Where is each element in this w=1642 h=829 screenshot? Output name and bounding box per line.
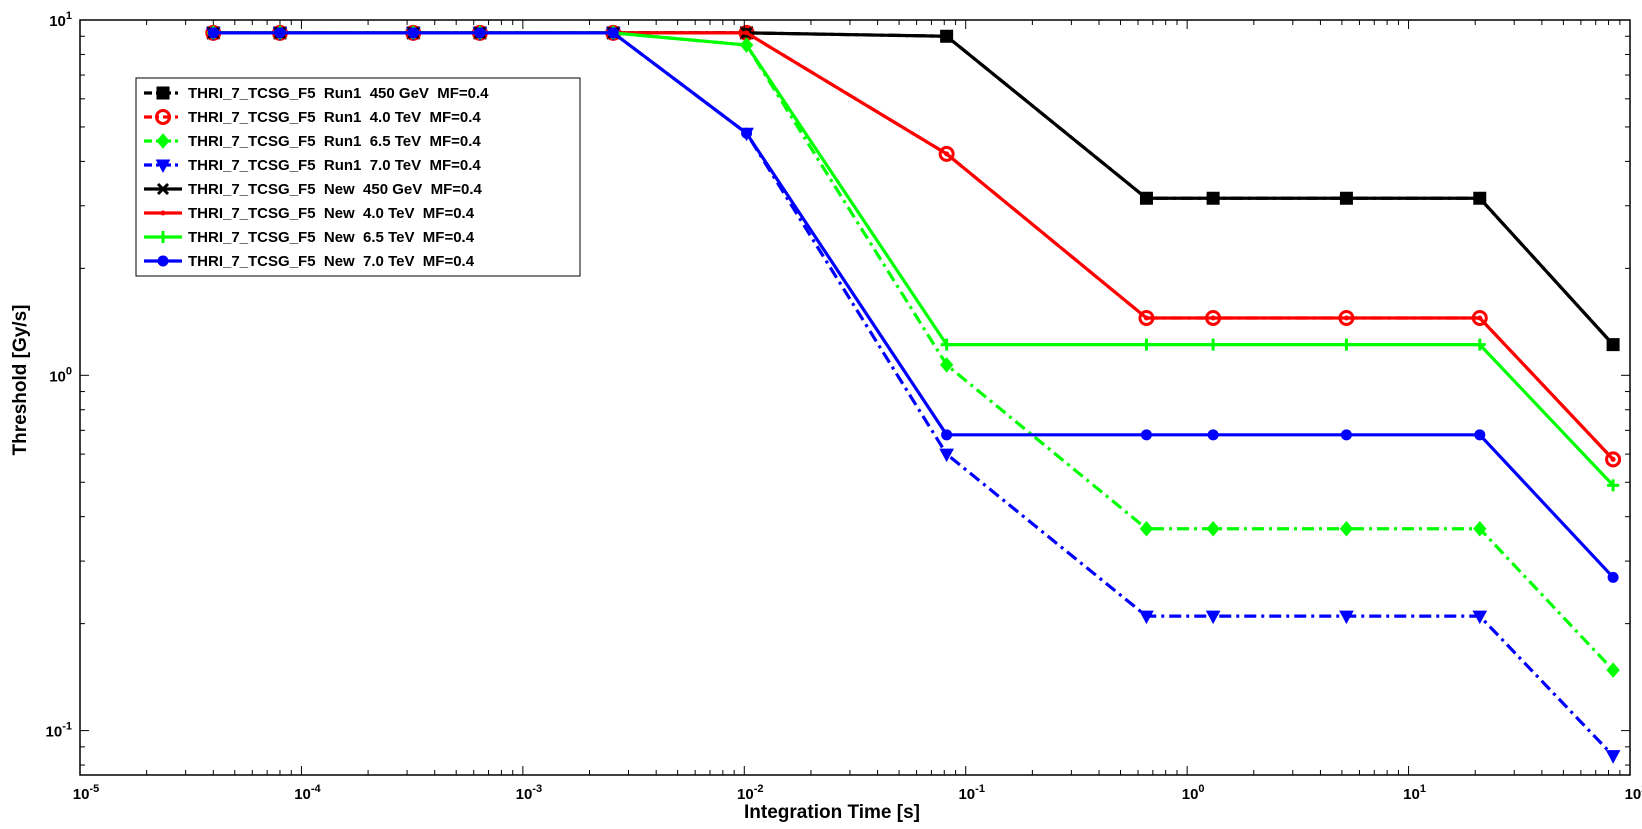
legend-box — [135, 77, 581, 277]
series-8-point-6 — [741, 127, 753, 139]
legend: THRI_7_TCSG_F5 Run1 450 GeV MF=0.4 THRI_7… — [135, 77, 581, 277]
series-8-point-5 — [607, 27, 619, 39]
legend-label-6: THRI_7_TCSG_F5 New 4.0 TeV MF=0.4 — [188, 205, 475, 222]
axes-frame — [79, 19, 1631, 776]
y-axis-label: Threshold [Gy/s] — [10, 305, 31, 456]
series-6-point-12 — [1610, 456, 1616, 462]
x-tick-label-1: 10-5 — [73, 783, 99, 803]
legend-label-3: THRI_7_TCSG_F5 Run1 6.5 TeV MF=0.4 — [188, 133, 481, 150]
series-2-point-12 — [1605, 451, 1622, 468]
legend-item-8: THRI_7_TCSG_F5 New 7.0 TeV MF=0.4 — [144, 253, 475, 270]
series-7-point-7 — [940, 338, 953, 351]
legend-label-1: THRI_7_TCSG_F5 Run1 450 GeV MF=0.4 — [188, 85, 489, 102]
legend-marker-3 — [156, 133, 170, 149]
axes-layer: 10-5 10-4 10-3 10-2 10-1 100 101 102 10-1 100 101 — [46, 10, 1642, 803]
series-4-point-12 — [1605, 750, 1621, 764]
series-6-point-7 — [944, 151, 950, 157]
y-tick-label-3: 101 — [49, 10, 72, 30]
series-6-point-6 — [744, 30, 750, 36]
series-3-point-10 — [1339, 520, 1354, 537]
legend-marker-5 — [156, 182, 170, 196]
legend-item-1: THRI_7_TCSG_F5 Run1 450 GeV MF=0.4 — [144, 85, 489, 102]
x-tick-label-2: 10-4 — [294, 783, 321, 803]
series-5-point-11 — [1473, 192, 1486, 205]
series-3-point-11 — [1473, 520, 1487, 537]
series-layer — [205, 24, 1622, 764]
series-5-point-7 — [940, 30, 953, 43]
series-8-point-4 — [474, 27, 486, 39]
x-tick-label-5: 10-1 — [958, 783, 984, 803]
series-5-point-10 — [1340, 192, 1353, 205]
series-7-point-8 — [1140, 338, 1153, 351]
series-5-point-12 — [1607, 338, 1620, 351]
x-tick-label-8: 102 — [1625, 783, 1642, 803]
series-8-point-11 — [1474, 429, 1486, 441]
legend-marker-4 — [155, 159, 171, 174]
series-5-point-8 — [1140, 192, 1153, 205]
x-axis-label: Integration Time [s] — [744, 802, 920, 823]
series-4-point-10 — [1339, 610, 1354, 625]
series-6-point-9 — [1210, 315, 1216, 321]
y-tick-label-2: 100 — [49, 365, 72, 385]
legend-label-8: THRI_7_TCSG_F5 New 7.0 TeV MF=0.4 — [188, 253, 475, 270]
series-7-point-9 — [1207, 338, 1220, 351]
series-7-point-10 — [1340, 338, 1353, 351]
legend-item-4: THRI_7_TCSG_F5 Run1 7.0 TeV MF=0.4 — [144, 157, 481, 174]
legend-label-5: THRI_7_TCSG_F5 New 450 GeV MF=0.4 — [188, 181, 483, 198]
legend-item-2: THRI_7_TCSG_F5 Run1 4.0 TeV MF=0.4 — [144, 109, 481, 126]
legend-marker-2 — [155, 109, 171, 125]
legend-item-3: THRI_7_TCSG_F5 Run1 6.5 TeV MF=0.4 — [144, 133, 481, 150]
legend-marker-1 — [156, 86, 170, 100]
legend-marker-8 — [157, 255, 169, 267]
series-8 — [207, 27, 1619, 583]
series-3-point-8 — [1139, 520, 1154, 537]
series-3-point-9 — [1206, 520, 1220, 537]
series-6-point-11 — [1477, 315, 1483, 321]
series-8-point-10 — [1340, 429, 1352, 441]
legend-marker-6 — [160, 210, 166, 216]
series-4-point-7 — [939, 448, 954, 463]
legend-item-6: THRI_7_TCSG_F5 New 4.0 TeV MF=0.4 — [144, 205, 475, 222]
legend-marker-7 — [157, 231, 169, 243]
x-tick-label-3: 10-3 — [516, 783, 542, 803]
series-3-point-12 — [1606, 662, 1620, 678]
x-tick-label-7: 101 — [1403, 783, 1426, 803]
x-tick-label-6: 100 — [1182, 783, 1205, 803]
series-8-point-3 — [407, 27, 419, 39]
y-tick-label-1: 10-1 — [46, 721, 72, 741]
series-4-point-8 — [1139, 610, 1154, 625]
series-4-point-11 — [1472, 610, 1488, 625]
series-8-point-8 — [1140, 429, 1152, 441]
series-8-point-9 — [1207, 429, 1219, 441]
legend-item-5: THRI_7_TCSG_F5 New 450 GeV MF=0.4 — [144, 181, 483, 198]
series-7-point-11 — [1473, 338, 1486, 351]
series-6-point-8 — [1143, 315, 1149, 321]
series-8-point-12 — [1607, 571, 1619, 583]
series-8-point-1 — [207, 27, 219, 39]
legend-label-2: THRI_7_TCSG_F5 Run1 4.0 TeV MF=0.4 — [188, 109, 481, 126]
series-8-point-7 — [941, 429, 953, 441]
series-6-point-10 — [1343, 315, 1349, 321]
series-8-point-2 — [274, 27, 286, 39]
series-5-point-9 — [1207, 192, 1220, 205]
series-2-point-7 — [938, 145, 955, 162]
series-8-line — [213, 31, 1615, 579]
series-7-point-6 — [740, 39, 753, 52]
legend-item-7: THRI_7_TCSG_F5 New 6.5 TeV MF=0.4 — [144, 229, 475, 246]
legend-label-7: THRI_7_TCSG_F5 New 6.5 TeV MF=0.4 — [188, 229, 475, 246]
series-3-point-7 — [939, 357, 954, 373]
series-4-point-9 — [1205, 610, 1221, 625]
x-tick-label-4: 10-2 — [737, 783, 763, 803]
legend-label-4: THRI_7_TCSG_F5 Run1 7.0 TeV MF=0.4 — [188, 157, 481, 174]
series-7-point-12 — [1607, 479, 1620, 492]
ticks — [79, 19, 1631, 775]
